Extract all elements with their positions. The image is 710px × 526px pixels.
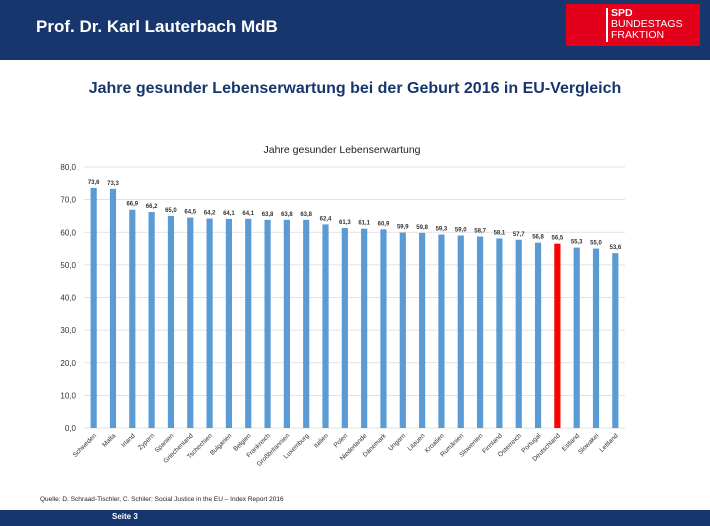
bar: [129, 209, 136, 428]
slide-title: Jahre gesunder Lebenserwartung bei der G…: [88, 80, 622, 97]
x-tick-label: Slowakei: [577, 432, 600, 455]
logo-line-bundestags: BUNDESTAGS: [611, 18, 683, 30]
bar: [90, 187, 97, 428]
bar: [419, 232, 426, 428]
x-tick-label: Italien: [313, 432, 330, 449]
data-label: 59,8: [416, 225, 428, 231]
data-label: 56,8: [532, 235, 544, 241]
bar: [457, 235, 464, 428]
bar: [167, 215, 175, 428]
data-label: 61,1: [358, 221, 370, 227]
y-tick-label: 50,0: [60, 261, 76, 270]
bar: [534, 242, 542, 428]
y-tick-label: 40,0: [60, 294, 76, 303]
bar: [573, 247, 580, 428]
data-label: 66,9: [126, 202, 138, 208]
logo-text: SPD BUNDESTAGS FRAKTION: [611, 8, 683, 41]
data-label: 53,6: [609, 245, 621, 251]
logo-line-fraktion: FRAKTION: [611, 29, 665, 41]
bar: [554, 243, 561, 428]
bar: [341, 228, 348, 428]
y-tick-label: 80,0: [60, 163, 76, 172]
data-label: 59,9: [397, 225, 409, 231]
logo-line-spd: SPD: [611, 7, 633, 19]
x-tick-label: Bulgarien: [209, 432, 234, 457]
bar: [225, 218, 233, 428]
bar-chart: Jahre gesunder Lebenserwartung 0,0 10,0 20,…: [60, 144, 625, 468]
y-tick-label: 10,0: [60, 391, 76, 400]
chart-container: Jahre gesunder Lebenserwartung 0,0 10,0 20,…: [0, 130, 710, 490]
bar: [438, 234, 445, 428]
x-tick-label: Irland: [120, 432, 137, 449]
data-label: 63,8: [281, 212, 293, 218]
data-label: 63,8: [300, 212, 312, 218]
data-label: 65,0: [165, 208, 177, 214]
bar: [496, 238, 503, 428]
y-tick-label: 30,0: [60, 326, 76, 335]
x-tick-label: Schweden: [72, 432, 99, 459]
bar: [109, 188, 117, 428]
spd-logo: SPD BUNDESTAGS FRAKTION: [566, 4, 700, 46]
bar: [148, 212, 155, 428]
data-label: 64,2: [204, 211, 216, 217]
bar: [515, 239, 522, 428]
x-tick-label: Ungarn: [387, 432, 407, 452]
data-label: 73,6: [88, 180, 100, 186]
bar: [322, 224, 329, 428]
source-note: Quelle: D. Schraad-Tischler, C. Schiler:…: [40, 496, 284, 503]
y-tick-label: 0,0: [65, 424, 77, 433]
bar: [283, 219, 290, 428]
bar: [380, 229, 387, 428]
page-label: Seite 3: [112, 512, 138, 521]
data-label: 64,1: [242, 211, 254, 217]
data-label: 58,7: [474, 228, 486, 234]
bar: [206, 218, 213, 428]
x-tick-label: Polen: [333, 432, 350, 449]
data-label: 57,7: [513, 232, 525, 238]
header-bar: Prof. Dr. Karl Lauterbach MdB SPD BUNDES…: [0, 0, 710, 60]
header-title: Prof. Dr. Karl Lauterbach MdB: [36, 17, 278, 36]
logo-separator: [606, 8, 608, 42]
bar: [592, 248, 600, 428]
bar: [361, 228, 368, 428]
data-label: 56,5: [552, 236, 564, 242]
data-label: 55,0: [590, 241, 602, 247]
data-label: 58,1: [494, 230, 506, 236]
footer-bar: Seite 3: [0, 510, 710, 526]
data-label: 60,9: [378, 221, 390, 227]
bar: [264, 219, 271, 428]
data-label: 66,2: [146, 204, 158, 210]
chart-title: Jahre gesunder Lebenserwartung: [263, 144, 420, 156]
data-label: 64,1: [223, 211, 235, 217]
bar: [612, 253, 619, 428]
bar: [399, 232, 406, 428]
data-label: 59,0: [455, 228, 467, 234]
data-label: 64,5: [184, 210, 196, 216]
data-label: 63,8: [262, 212, 274, 218]
bar: [476, 236, 484, 428]
x-tick-label: Lettland: [598, 432, 620, 454]
y-tick-label: 20,0: [60, 359, 76, 368]
y-tick-label: 70,0: [60, 196, 76, 205]
data-label: 62,4: [320, 216, 332, 222]
x-tick-label: Malta: [101, 432, 117, 448]
bar: [245, 218, 252, 428]
data-label: 61,3: [339, 220, 351, 226]
bar: [187, 217, 194, 428]
data-label: 55,3: [571, 240, 583, 246]
data-label: 73,3: [107, 181, 119, 187]
y-tick-label: 60,0: [60, 228, 76, 237]
data-label: 59,3: [436, 227, 448, 233]
bar: [303, 219, 310, 428]
